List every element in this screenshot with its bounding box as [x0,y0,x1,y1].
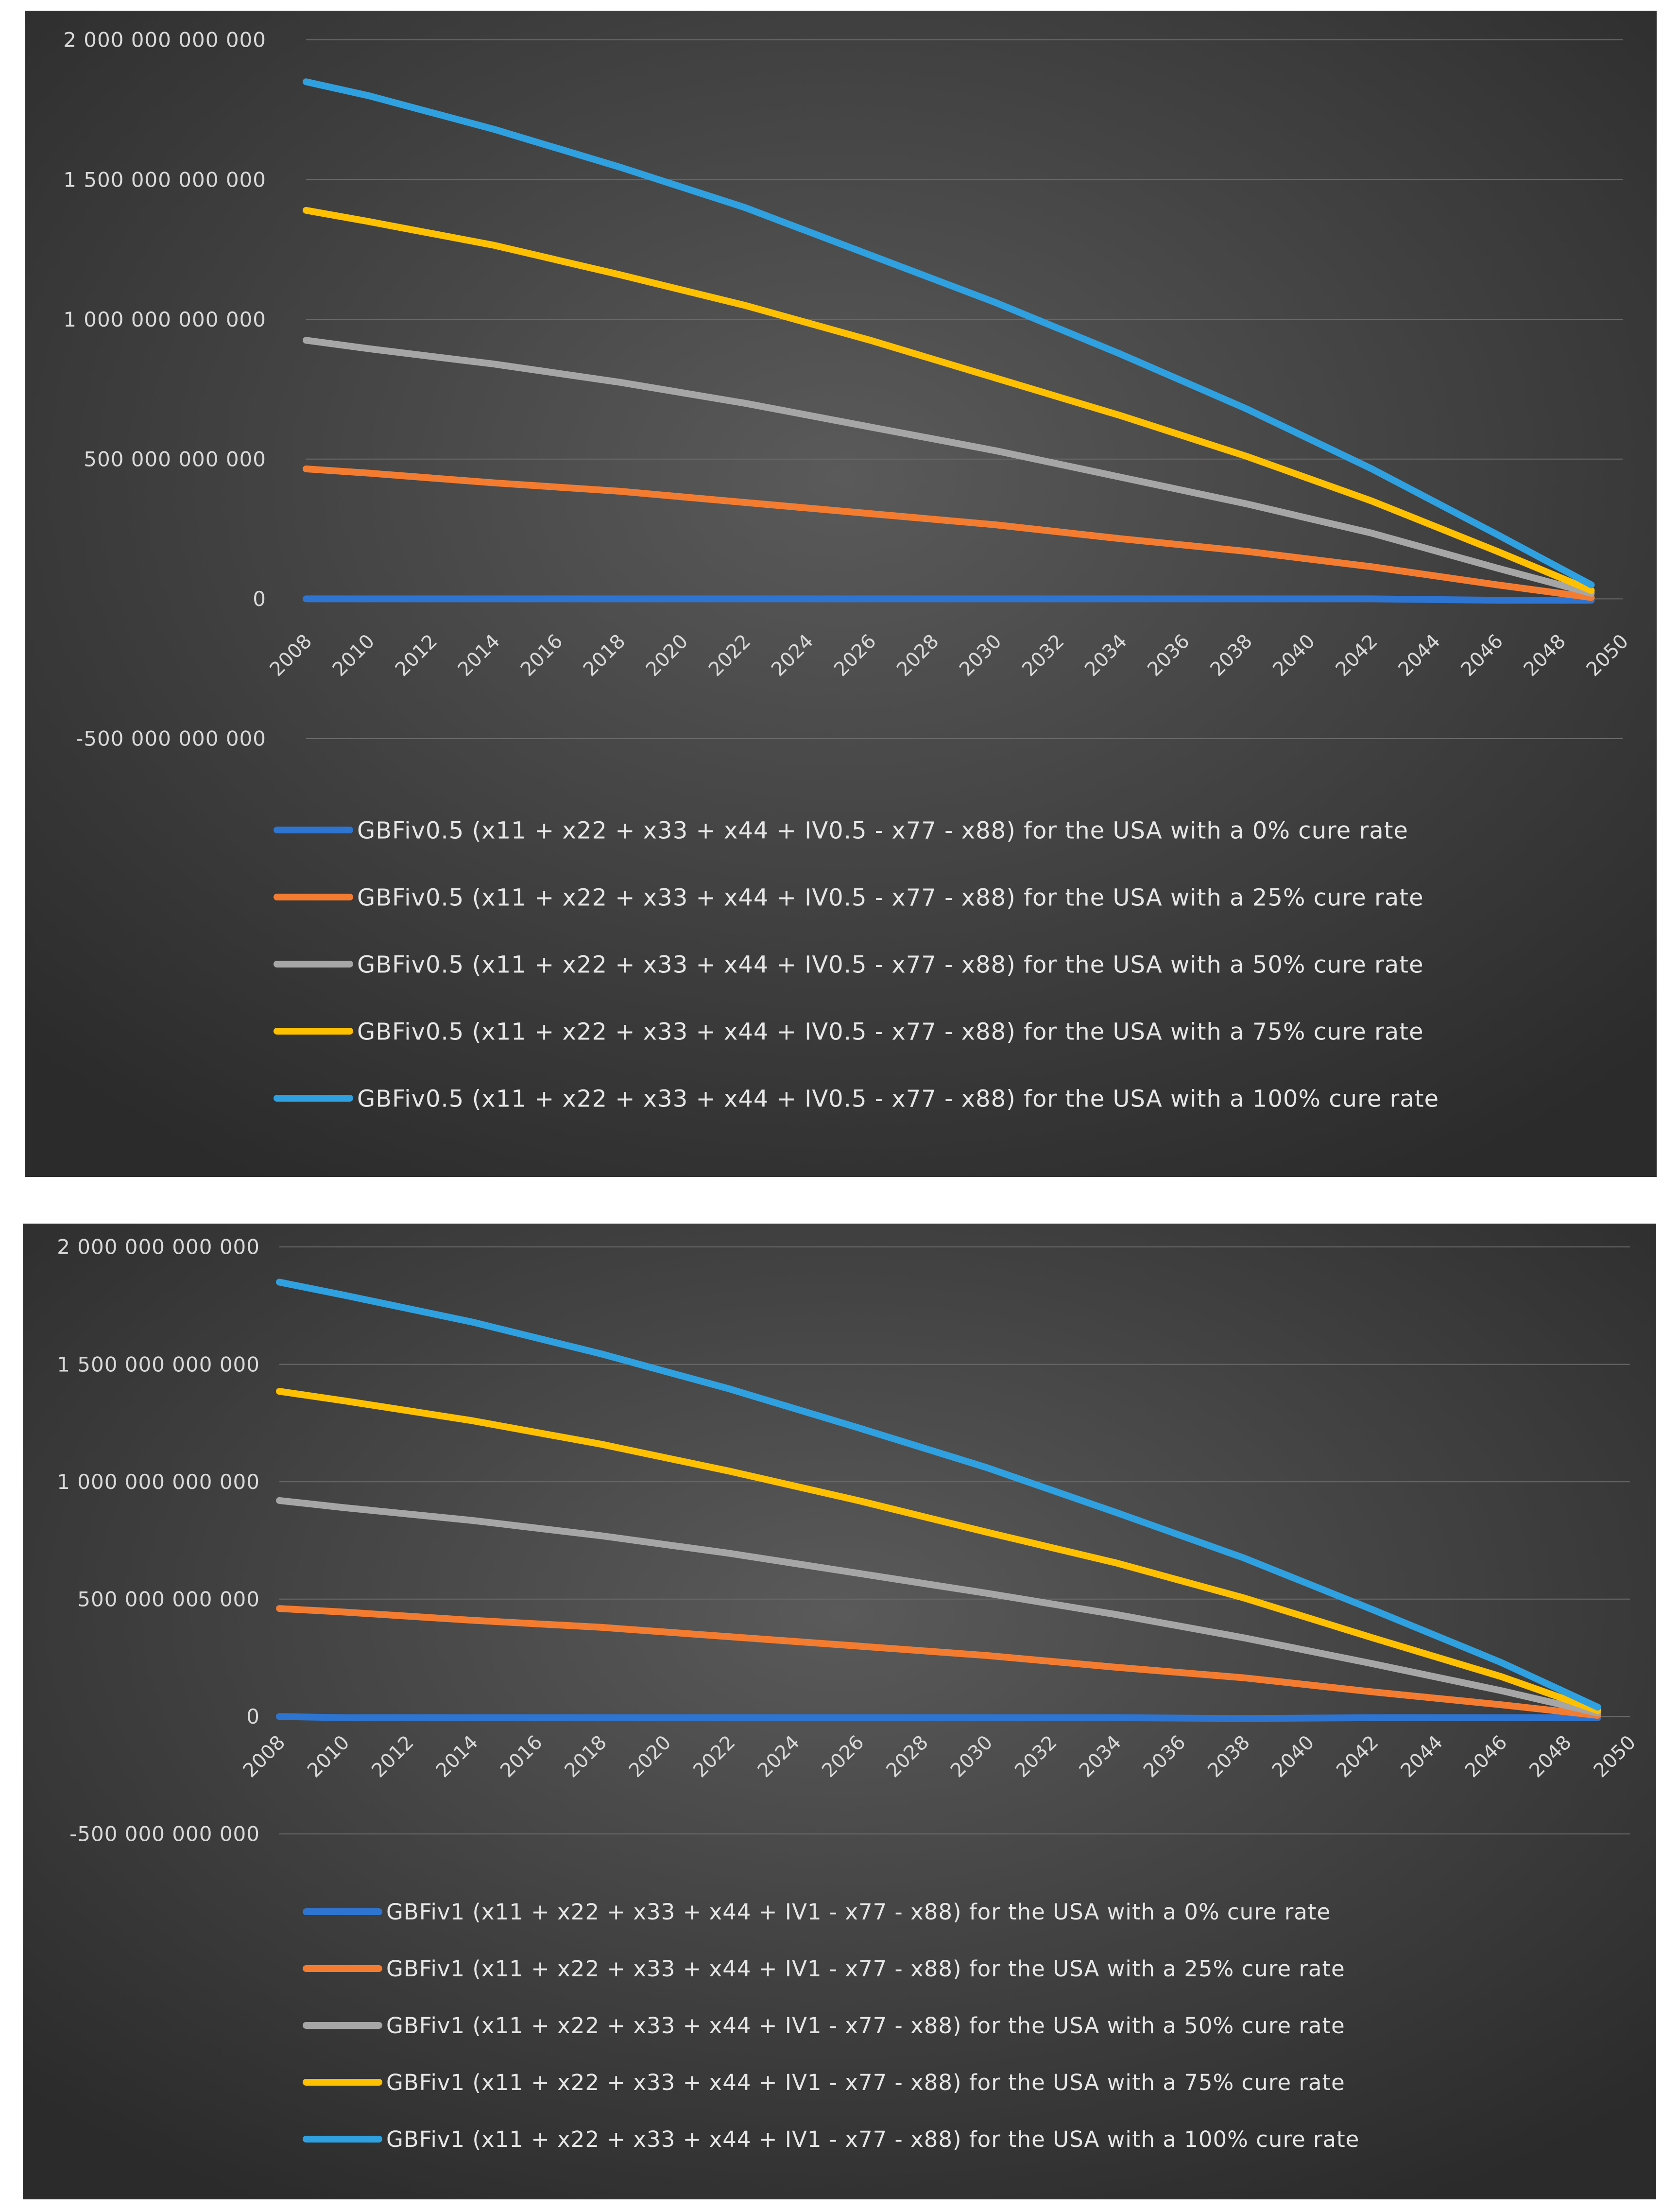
y-tick-label: 0 [253,587,266,611]
legend-label-4: GBFiv0.5 (x11 + x22 + x33 + x44 + IV0.5 … [357,1085,1439,1112]
y-tick-label: 1 000 000 000 000 [63,308,266,331]
legend-label-0: GBFiv1 (x11 + x22 + x33 + x44 + IV1 - x7… [386,1899,1331,1925]
y-tick-label: -500 000 000 000 [76,727,266,751]
chart-top: 2 000 000 000 000 1 500 000 000 000 1 000 … [25,11,1657,1177]
y-tick-label: 1 000 000 000 000 [57,1470,260,1494]
y-tick-label: 500 000 000 000 [84,448,266,471]
y-tick-label: 2 000 000 000 000 [57,1235,260,1259]
chart-bottom: 2 000 000 000 000 1 500 000 000 000 1 000 … [23,1224,1656,2199]
series-line-0 [303,595,1595,604]
chart-background [23,1224,1656,2199]
legend-label-2: GBFiv0.5 (x11 + x22 + x33 + x44 + IV0.5 … [357,951,1424,978]
series-line-3 [276,1388,1601,1714]
y-tick-label: 1 500 000 000 000 [57,1352,260,1376]
series-line-0 [276,1713,1601,1722]
y-tick-label: 1 500 000 000 000 [63,168,266,191]
legend-label-2: GBFiv1 (x11 + x22 + x33 + x44 + IV1 - x7… [386,2013,1345,2039]
series-line-2 [303,337,1595,597]
chart-background [25,11,1657,1177]
series-line-4 [303,78,1595,588]
series-line-4 [276,1279,1601,1711]
legend-label-4: GBFiv1 (x11 + x22 + x33 + x44 + IV1 - x7… [386,2126,1359,2152]
legend-label-1: GBFiv1 (x11 + x22 + x33 + x44 + IV1 - x7… [386,1956,1345,1982]
series-line-2 [276,1497,1601,1717]
series-line-3 [303,207,1595,594]
legend-label-1: GBFiv0.5 (x11 + x22 + x33 + x44 + IV0.5 … [357,884,1424,911]
legend-label-3: GBFiv0.5 (x11 + x22 + x33 + x44 + IV0.5 … [357,1018,1424,1045]
series-line-1 [276,1605,1601,1719]
legend-label-0: GBFiv0.5 (x11 + x22 + x33 + x44 + IV0.5 … [357,817,1408,844]
y-tick-label: 500 000 000 000 [77,1588,260,1611]
y-tick-label: 2 000 000 000 000 [63,28,266,52]
y-tick-label: -500 000 000 000 [69,1822,260,1846]
series-line-1 [303,465,1595,601]
y-tick-label: 0 [246,1705,260,1728]
legend-label-3: GBFiv1 (x11 + x22 + x33 + x44 + IV1 - x7… [386,2070,1345,2095]
